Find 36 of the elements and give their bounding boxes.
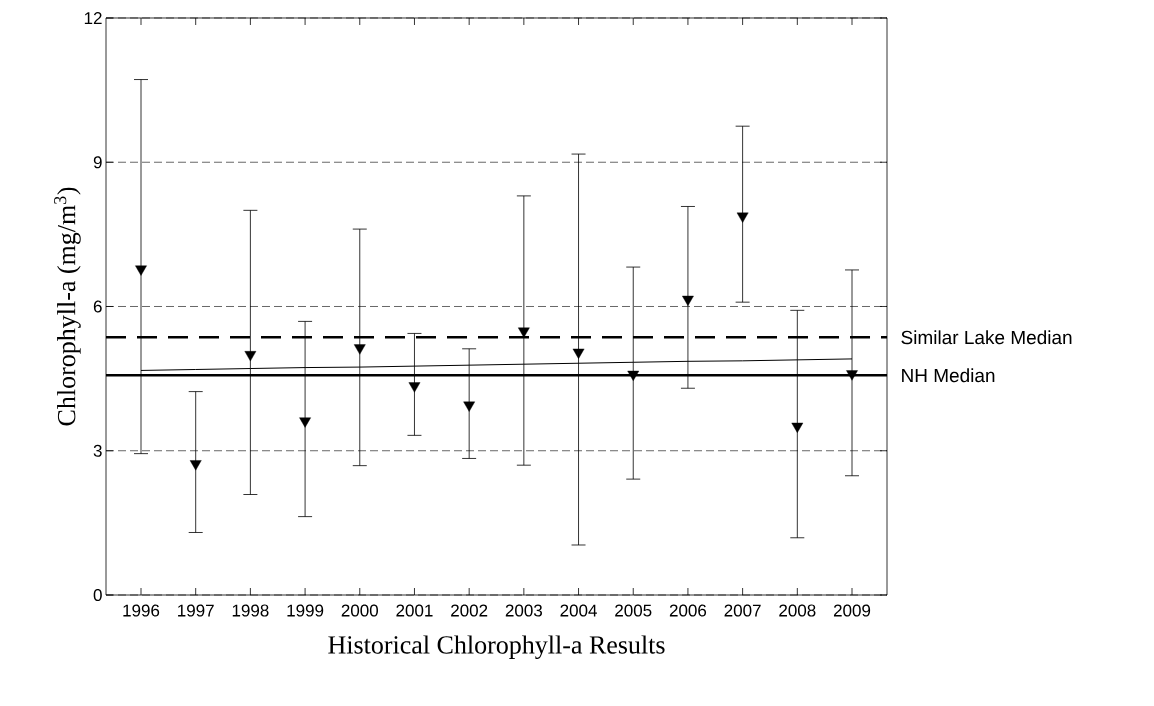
x-tick-label: 2001: [396, 604, 433, 617]
x-tick-label: 2003: [505, 604, 542, 617]
point: [353, 344, 366, 355]
x-tick-label: 2007: [724, 604, 761, 617]
x-tick-label: 2008: [779, 604, 816, 617]
point: [463, 401, 475, 412]
x-tick-label: 1999: [287, 604, 324, 617]
x-tick-label: 2005: [615, 604, 652, 617]
point: [846, 370, 858, 381]
x-tick-label: 2006: [669, 604, 707, 617]
y-tick-label: 12: [84, 12, 102, 24]
point: [135, 265, 147, 276]
x-tick-label: 2000: [341, 604, 379, 617]
point: [791, 422, 804, 433]
y-tick-label: 9: [93, 156, 102, 169]
x-tick-label: 1997: [178, 604, 214, 617]
x-tick-label: 1998: [232, 604, 269, 617]
x-axis-title: Historical Chlorophyll-a Results: [328, 635, 665, 660]
y-tick-label: 0: [93, 588, 102, 602]
point: [244, 351, 257, 362]
point: [572, 348, 585, 359]
point: [627, 370, 640, 381]
point: [189, 460, 202, 471]
y-axis-title: Chlorophyll-a (mg/m$^{3}$): [54, 187, 81, 426]
point: [682, 295, 694, 306]
y-tick-label: 3: [93, 444, 102, 457]
ref-line-label: NH Median: [902, 368, 995, 383]
x-tick-label: 2004: [560, 604, 597, 617]
x-tick-label: 2009: [833, 604, 871, 617]
ref-line-label: Similar Lake Median: [901, 330, 1072, 345]
point: [299, 417, 311, 428]
y-tick-label: 6: [93, 300, 102, 313]
point: [736, 212, 749, 223]
point: [408, 382, 421, 393]
x-tick-label: 1996: [123, 604, 160, 617]
x-tick-label: 2002: [451, 604, 488, 617]
